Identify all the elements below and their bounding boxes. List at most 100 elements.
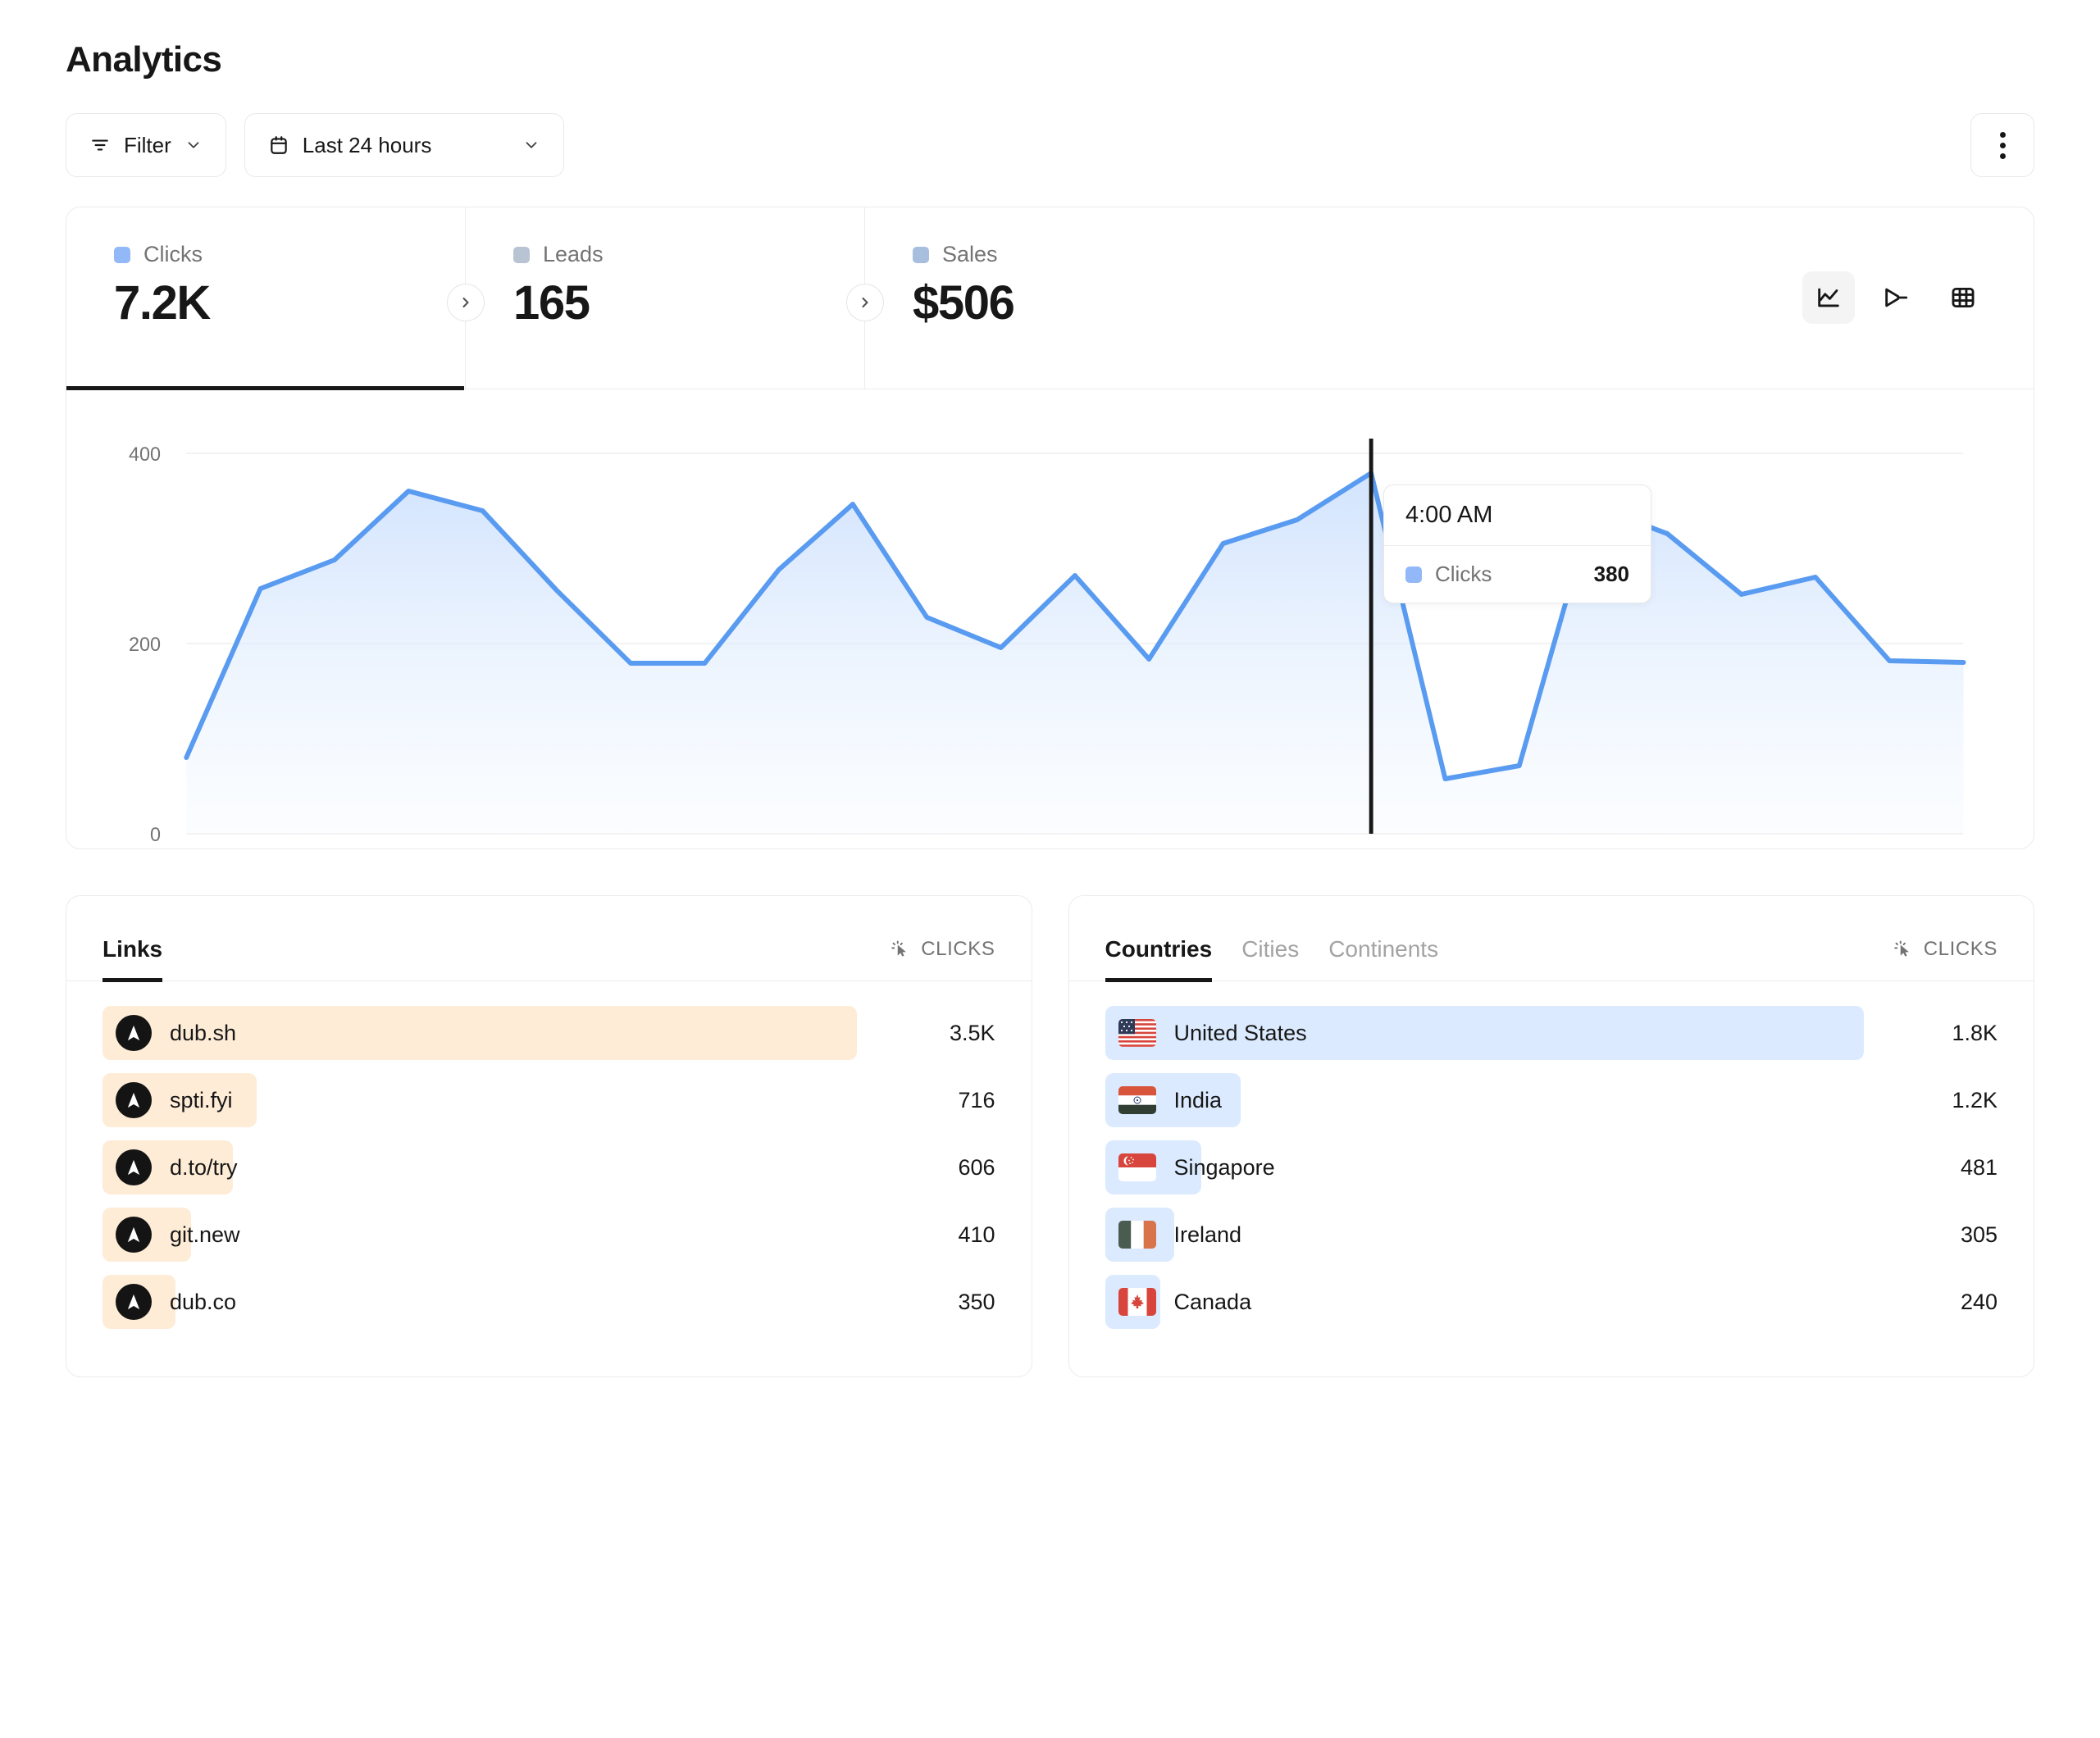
link-clicks: 3.5K	[949, 1020, 995, 1045]
row-content: dub.sh	[102, 1015, 930, 1051]
us-flag-icon	[1118, 1019, 1156, 1047]
line-chart-view-button[interactable]	[1802, 271, 1855, 324]
list-item[interactable]: Singapore 481	[1105, 1140, 1998, 1194]
date-range-select[interactable]: Last 24 hours	[244, 113, 564, 177]
tab-continents[interactable]: Continents	[1328, 936, 1439, 962]
link-domain: spti.fyi	[170, 1087, 233, 1112]
links-list: dub.sh 3.5K spti.fyi 716	[66, 981, 1032, 1376]
filter-button[interactable]: Filter	[66, 113, 226, 177]
locations-metric-selector[interactable]: CLICKS	[1893, 938, 1998, 980]
leads-color-swatch	[513, 246, 530, 263]
country-name: India	[1173, 1087, 1223, 1112]
metric-label: Sales	[942, 242, 998, 266]
clicks-color-swatch	[114, 246, 130, 263]
locations-panel: Countries Cities Continents C	[1068, 895, 2034, 1377]
dub-favicon-icon	[116, 1015, 152, 1051]
metric-label: Leads	[543, 242, 604, 266]
chart-view-toggles	[1802, 271, 1989, 324]
calendar-icon	[268, 134, 289, 156]
metric-tab-leads[interactable]: Leads 165	[466, 207, 865, 389]
list-item[interactable]: dub.sh 3.5K	[102, 1006, 995, 1060]
link-domain: d.to/try	[170, 1154, 238, 1180]
list-item[interactable]: dub.co 350	[102, 1275, 995, 1329]
metric-head: Sales	[913, 242, 2034, 267]
clicks-area-chart[interactable]: 400 200 0	[66, 439, 2034, 849]
svg-text:400: 400	[129, 444, 161, 466]
sg-flag-icon	[1118, 1153, 1156, 1181]
tooltip-series-label: Clicks	[1435, 562, 1492, 586]
link-clicks: 350	[958, 1289, 995, 1314]
cursor-click-icon	[1893, 939, 1914, 960]
link-domain: dub.sh	[170, 1020, 237, 1045]
country-clicks: 305	[1960, 1222, 1998, 1247]
list-item[interactable]: spti.fyi 716	[102, 1073, 995, 1127]
list-item[interactable]: Ireland 305	[1105, 1208, 1998, 1262]
tab-cities[interactable]: Cities	[1241, 936, 1300, 962]
tooltip-value: 380	[1593, 562, 1629, 586]
bottom-panels: Links CLICKS	[66, 895, 2034, 1426]
row-content: Singapore	[1105, 1153, 1941, 1181]
list-item[interactable]: United States 1.8K	[1105, 1006, 1998, 1060]
link-clicks: 606	[958, 1154, 995, 1180]
locations-metric-label: CLICKS	[1923, 938, 1998, 960]
cursor-click-icon	[890, 939, 911, 960]
list-item[interactable]: Canada 240	[1105, 1275, 1998, 1329]
row-content: d.to/try	[102, 1149, 938, 1185]
metric-tab-sales[interactable]: Sales $506	[865, 207, 2034, 389]
line-chart-icon	[1815, 284, 1843, 312]
analytics-page: Analytics Filter	[66, 39, 2034, 1426]
table-grid-icon	[1949, 284, 1977, 312]
row-content: git.new	[102, 1217, 938, 1253]
links-metric-label: CLICKS	[921, 938, 995, 960]
chevron-down-icon	[184, 136, 203, 154]
funnel-view-button[interactable]	[1870, 271, 1922, 324]
country-clicks: 1.8K	[1952, 1020, 1998, 1045]
row-content: Canada	[1105, 1288, 1941, 1316]
row-bar	[102, 1006, 857, 1060]
country-clicks: 240	[1960, 1289, 1998, 1314]
chevron-down-icon	[522, 136, 540, 154]
table-view-button[interactable]	[1937, 271, 1989, 324]
analytics-chart-card: Clicks 7.2K Leads 165 Sales $506	[66, 207, 2034, 849]
date-range-label: Last 24 hours	[302, 132, 432, 157]
row-content: dub.co	[102, 1284, 938, 1320]
links-panel-header: Links CLICKS	[66, 896, 1032, 982]
list-item[interactable]: d.to/try 606	[102, 1140, 995, 1194]
svg-text:200: 200	[129, 635, 161, 656]
more-options-button[interactable]	[1970, 113, 2034, 177]
links-panel: Links CLICKS	[66, 895, 1032, 1377]
metric-head: Leads	[513, 242, 864, 267]
ie-flag-icon	[1118, 1221, 1156, 1249]
chart-tooltip: 4:00 AM Clicks 380	[1383, 485, 1651, 603]
row-content: spti.fyi	[102, 1082, 938, 1118]
tooltip-series-row: Clicks 380	[1384, 546, 1651, 603]
list-item[interactable]: India 1.2K	[1105, 1073, 1998, 1127]
link-domain: dub.co	[170, 1289, 237, 1314]
metric-tab-clicks[interactable]: Clicks 7.2K	[66, 207, 466, 390]
tooltip-time: 4:00 AM	[1384, 485, 1651, 546]
dub-favicon-icon	[116, 1149, 152, 1185]
chevron-right-icon	[857, 294, 873, 311]
next-metric-button-2[interactable]	[846, 284, 884, 321]
sales-color-swatch	[913, 246, 929, 263]
links-metric-selector[interactable]: CLICKS	[890, 938, 995, 980]
row-content: India	[1105, 1086, 1933, 1114]
locations-tabs: Countries Cities Continents	[1105, 896, 1439, 982]
tab-links[interactable]: Links	[102, 936, 163, 982]
chart-line	[184, 471, 1966, 781]
filter-icon	[89, 134, 111, 156]
next-metric-button-1[interactable]	[447, 284, 485, 321]
ca-flag-icon	[1118, 1288, 1156, 1316]
tab-countries[interactable]: Countries	[1105, 936, 1212, 982]
locations-panel-header: Countries Cities Continents C	[1068, 896, 2034, 982]
metric-value: 7.2K	[114, 276, 211, 330]
chart-plot-area: 400 200 0 4:00 AM Clicks 380 4:0	[66, 389, 2034, 849]
metric-value: 165	[513, 276, 590, 330]
filter-label: Filter	[124, 132, 171, 157]
metric-tabs: Clicks 7.2K Leads 165 Sales $506	[66, 207, 2034, 390]
country-name: United States	[1173, 1020, 1307, 1045]
row-content: United States	[1105, 1019, 1933, 1047]
list-item[interactable]: git.new 410	[102, 1208, 995, 1262]
row-content: Ireland	[1105, 1221, 1941, 1249]
page-title: Analytics	[66, 39, 222, 80]
